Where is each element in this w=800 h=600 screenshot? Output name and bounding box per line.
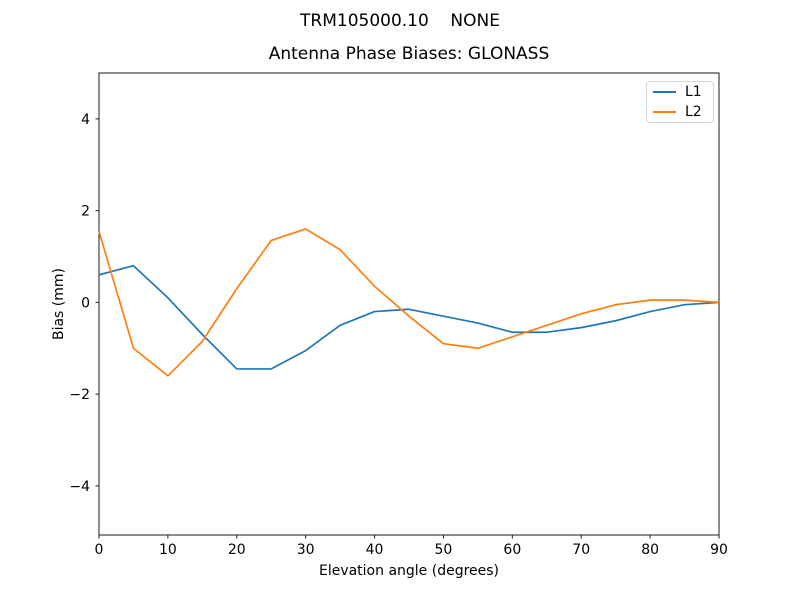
y-tick-label: −4 <box>69 479 90 495</box>
x-axis-label: Elevation angle (degrees) <box>318 563 500 579</box>
legend-item-l2: L2 <box>653 105 707 119</box>
legend-item-l1: L1 <box>653 85 707 99</box>
y-tick-label: −2 <box>69 387 90 403</box>
y-axis-ticks: −4 −2 0 2 4 <box>69 112 99 495</box>
x-tick-label: 0 <box>95 542 104 558</box>
l1-line-sample <box>653 91 676 93</box>
x-tick-label: 10 <box>159 542 177 558</box>
x-tick-label: 30 <box>297 542 315 558</box>
series-lines <box>98 228 720 377</box>
x-tick-label: 40 <box>366 542 384 558</box>
l1-line <box>98 264 720 370</box>
figure-suptitle: TRM105000.10 NONE <box>300 11 500 31</box>
x-tick-label: 80 <box>641 542 659 558</box>
chart-title: Antenna Phase Biases: GLONASS <box>268 44 550 64</box>
x-axis-ticks: 0 10 20 30 40 50 60 70 80 90 <box>95 535 728 558</box>
y-tick-label: 0 <box>81 295 90 311</box>
legend-label-l1: L1 <box>685 84 702 100</box>
l2-line-sample <box>653 111 676 113</box>
l2-line <box>98 228 720 377</box>
x-tick-label: 70 <box>572 542 590 558</box>
y-tick-label: 4 <box>81 112 90 128</box>
x-tick-label: 20 <box>228 542 246 558</box>
x-tick-label: 50 <box>435 542 453 558</box>
y-tick-label: 2 <box>81 204 90 220</box>
axes-spines <box>98 72 720 536</box>
x-tick-label: 90 <box>710 542 728 558</box>
legend: L1 L2 <box>646 81 714 123</box>
legend-label-l2: L2 <box>685 104 702 120</box>
x-tick-label: 60 <box>503 542 521 558</box>
